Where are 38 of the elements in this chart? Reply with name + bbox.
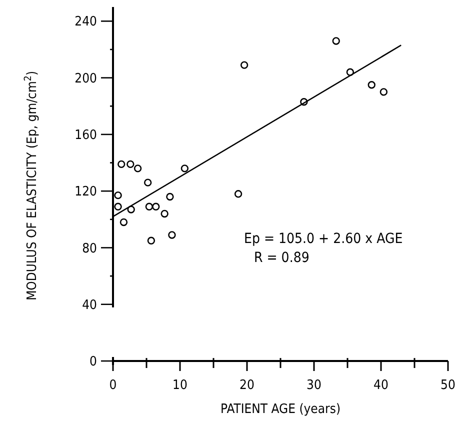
x-tick-label: 40: [374, 378, 388, 393]
point: [145, 202, 154, 211]
y-tick-label: 160: [74, 128, 97, 143]
point: [234, 190, 242, 198]
point: [114, 191, 122, 200]
point: [127, 206, 135, 214]
point: [144, 178, 152, 186]
point: [126, 160, 134, 168]
x-tick-label: 30: [306, 378, 322, 393]
x-axis-title: PATIENT AGE (years): [220, 402, 341, 417]
point: [134, 164, 142, 172]
y-tick-label: 240: [74, 14, 97, 30]
point: [152, 202, 160, 211]
y-tick-label: 0: [90, 354, 97, 370]
point: [166, 192, 174, 201]
x-tick-label: 50: [440, 378, 456, 393]
point: [346, 68, 354, 76]
point: [368, 81, 376, 89]
point: [300, 98, 308, 106]
annotation: R = 0.89: [254, 250, 310, 266]
point: [114, 202, 122, 211]
point: [118, 160, 126, 168]
point: [240, 61, 248, 69]
point: [168, 231, 176, 239]
x-tick-label: 0: [109, 378, 117, 393]
point: [120, 218, 128, 226]
y-tick-label: 40: [82, 298, 97, 313]
annotation: Ep = 105.0 + 2.60 x AGE: [244, 231, 403, 247]
point: [332, 37, 340, 45]
point: [147, 236, 156, 244]
point: [160, 210, 168, 218]
point: [180, 164, 189, 172]
y-tick-label: 200: [74, 71, 97, 86]
x-tick-label: 10: [172, 378, 188, 393]
y-tick-label: 120: [74, 184, 97, 200]
point: [380, 88, 388, 96]
y-tick-label: 80: [82, 241, 97, 256]
x-tick-label: 20: [240, 378, 254, 393]
